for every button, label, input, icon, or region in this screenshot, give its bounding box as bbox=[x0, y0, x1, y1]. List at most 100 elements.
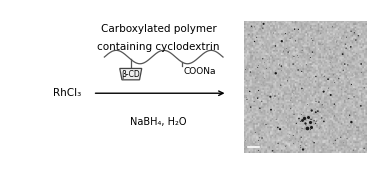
Point bbox=[358, 105, 364, 107]
Point bbox=[297, 144, 304, 147]
Point bbox=[248, 25, 254, 28]
Point bbox=[353, 52, 359, 55]
Point bbox=[340, 69, 346, 72]
Point bbox=[290, 63, 296, 65]
Point bbox=[295, 28, 301, 31]
Point bbox=[271, 32, 277, 34]
Point bbox=[327, 48, 333, 51]
Point bbox=[322, 75, 328, 78]
Point bbox=[311, 141, 317, 144]
Point bbox=[319, 74, 325, 76]
Point bbox=[301, 111, 307, 114]
Point bbox=[267, 95, 273, 98]
Point bbox=[330, 142, 336, 145]
Point bbox=[270, 149, 276, 152]
Point bbox=[344, 137, 350, 140]
Point bbox=[280, 50, 287, 52]
Point bbox=[360, 132, 366, 135]
Point bbox=[311, 119, 317, 122]
Point bbox=[325, 87, 332, 90]
Point bbox=[273, 118, 279, 121]
Point bbox=[321, 120, 327, 123]
Point bbox=[254, 36, 260, 39]
Point bbox=[343, 36, 349, 39]
Point bbox=[361, 86, 367, 89]
Point bbox=[358, 71, 364, 74]
Point bbox=[340, 53, 346, 56]
Point bbox=[350, 149, 356, 152]
Point bbox=[330, 25, 336, 28]
Point bbox=[303, 63, 309, 66]
Point bbox=[268, 108, 274, 111]
Point bbox=[347, 114, 353, 117]
Text: RhCl₃: RhCl₃ bbox=[53, 88, 81, 98]
Point bbox=[255, 66, 261, 69]
Point bbox=[277, 128, 283, 130]
Point bbox=[302, 122, 308, 125]
Point bbox=[299, 46, 305, 49]
Point bbox=[259, 100, 265, 103]
Point bbox=[309, 51, 315, 53]
Point bbox=[293, 54, 299, 56]
Point bbox=[288, 107, 294, 110]
Point bbox=[243, 139, 249, 142]
Point bbox=[332, 36, 338, 39]
Point bbox=[267, 66, 273, 69]
Point bbox=[270, 97, 276, 100]
Point bbox=[299, 127, 305, 130]
Point bbox=[310, 39, 316, 42]
Point bbox=[349, 83, 355, 86]
Point bbox=[285, 51, 291, 53]
Point bbox=[319, 117, 325, 119]
Point bbox=[284, 119, 290, 122]
Point bbox=[310, 140, 316, 143]
Point bbox=[338, 136, 344, 139]
Point bbox=[341, 141, 347, 144]
Text: Carboxylated polymer: Carboxylated polymer bbox=[101, 23, 217, 34]
Point bbox=[345, 64, 351, 66]
Point bbox=[256, 139, 262, 142]
Point bbox=[330, 74, 336, 76]
Point bbox=[243, 96, 249, 99]
Point bbox=[259, 137, 265, 139]
Point bbox=[288, 99, 294, 101]
Point bbox=[338, 37, 344, 39]
Point bbox=[257, 136, 263, 139]
Text: COONa: COONa bbox=[183, 67, 216, 76]
Point bbox=[252, 131, 258, 134]
Point bbox=[282, 32, 288, 35]
Point bbox=[348, 45, 354, 48]
Point bbox=[346, 97, 352, 100]
Point bbox=[309, 37, 315, 40]
Point bbox=[298, 136, 304, 139]
Point bbox=[318, 32, 324, 34]
Point bbox=[265, 58, 271, 61]
Point bbox=[300, 148, 306, 151]
Point bbox=[279, 39, 285, 42]
Point bbox=[273, 45, 279, 47]
Point bbox=[258, 83, 264, 86]
Point bbox=[245, 109, 251, 112]
Point bbox=[303, 144, 309, 147]
Point bbox=[313, 120, 319, 123]
Point bbox=[315, 110, 321, 113]
Point bbox=[333, 142, 339, 144]
Point bbox=[299, 49, 305, 52]
Point bbox=[322, 107, 328, 110]
Point bbox=[278, 84, 284, 87]
Point bbox=[279, 69, 285, 72]
Point bbox=[361, 86, 367, 89]
Point bbox=[308, 125, 314, 128]
Point bbox=[335, 137, 341, 140]
Point bbox=[290, 92, 296, 95]
Point bbox=[296, 117, 302, 120]
Point bbox=[298, 88, 304, 90]
Point bbox=[247, 71, 253, 73]
Point bbox=[331, 79, 337, 81]
Point bbox=[321, 75, 327, 78]
Point bbox=[260, 22, 266, 25]
Point bbox=[342, 63, 348, 65]
Point bbox=[333, 41, 339, 44]
Point bbox=[256, 89, 262, 92]
Point bbox=[261, 72, 267, 75]
